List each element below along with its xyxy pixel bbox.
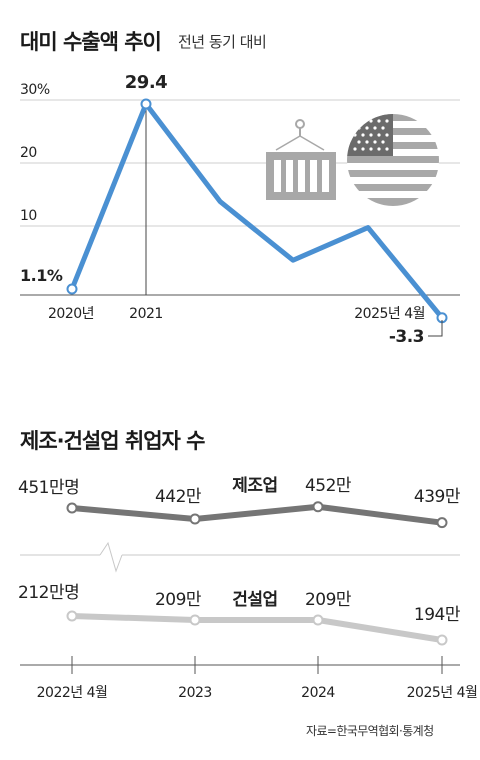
- x-tick-2025-apr: 2025년 4월: [354, 306, 425, 322]
- source-note: 자료=한국무역협회·통계청: [306, 724, 434, 738]
- series-label-manufacturing: 제조업: [232, 476, 277, 496]
- x-tick-2022-apr: 2022년 4월: [37, 685, 108, 701]
- manufacturing-line: [69, 503, 445, 526]
- axis-break-zigzag: [99, 541, 123, 573]
- manufacturing-point: [312, 501, 324, 513]
- mfg-label-2024: 452만: [305, 476, 352, 496]
- series-label-construction: 건설업: [232, 590, 277, 610]
- x-tick-2023: 2023: [178, 685, 212, 701]
- con-label-2023: 209만: [155, 590, 202, 610]
- construction-point: [189, 614, 201, 626]
- export-growth-point: [140, 98, 152, 110]
- construction-point: [312, 614, 324, 626]
- manufacturing-point: [66, 502, 78, 514]
- data-label-peak: 29.4: [125, 72, 167, 93]
- y-tick-10: 10: [20, 208, 37, 224]
- mfg-label-2022: 451만명: [18, 478, 79, 498]
- chart-1-subtitle: 전년 동기 대비: [178, 33, 267, 51]
- construction-point: [436, 634, 448, 646]
- us-flag-icon: [347, 114, 439, 206]
- last-value-leader-line: [428, 320, 443, 337]
- export-growth-line: [69, 101, 445, 321]
- shipping-container-icon: [266, 119, 336, 200]
- chart-1-title: 대미 수출액 추이: [20, 30, 162, 54]
- mfg-label-2025: 439만: [414, 487, 461, 507]
- con-label-2025: 194만: [414, 605, 461, 625]
- y-tick-30: 30%: [20, 82, 50, 98]
- data-label-first: 1.1%: [20, 266, 63, 285]
- manufacturing-point: [189, 513, 201, 525]
- chart-1-marks: [66, 98, 448, 324]
- mfg-label-2023: 442만: [155, 487, 202, 507]
- chart-2-marks: [66, 501, 448, 674]
- manufacturing-point: [436, 517, 448, 529]
- x-tick-2020: 2020년: [48, 306, 94, 322]
- chart-2-title: 제조·건설업 취업자 수: [20, 429, 205, 453]
- construction-line: [69, 613, 445, 643]
- export-growth-point: [66, 283, 78, 295]
- x-tick-2025-apr-2: 2025년 4월: [407, 685, 478, 701]
- con-label-2022: 212만명: [18, 583, 79, 603]
- x-tick-2021: 2021: [129, 306, 163, 322]
- construction-point: [66, 610, 78, 622]
- data-label-last: -3.3: [389, 327, 424, 347]
- x-tick-2024: 2024: [301, 685, 335, 701]
- y-tick-20: 20: [20, 145, 37, 161]
- con-label-2024: 209만: [305, 590, 352, 610]
